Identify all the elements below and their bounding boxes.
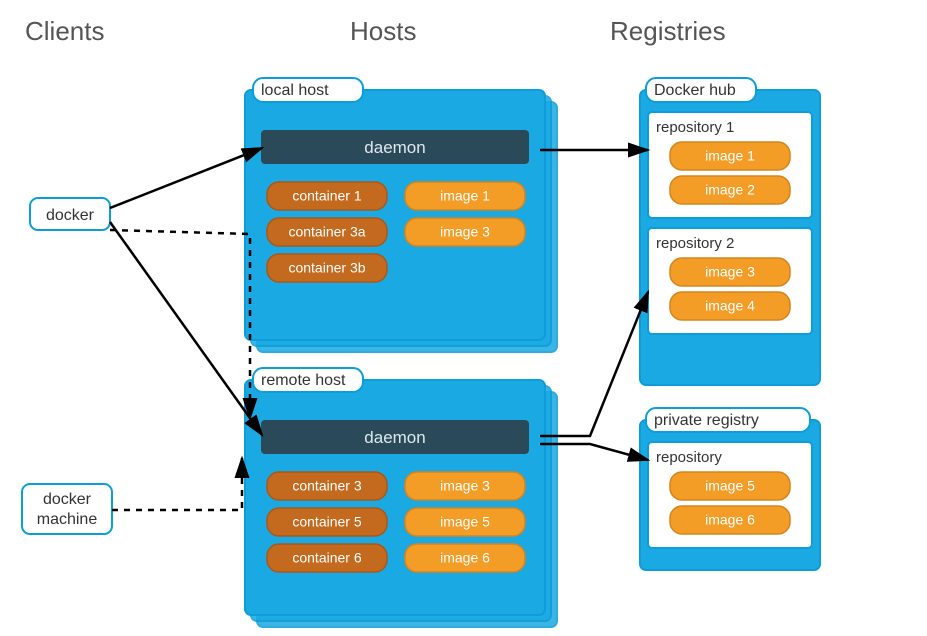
image-label: image 6 (440, 550, 490, 566)
host-tab-label: remote host (261, 372, 346, 389)
registry-image-label: image 6 (705, 512, 755, 528)
host-local-host: local host daemon container 1 container 3a c… (245, 78, 557, 352)
registry-image-label: image 2 (705, 182, 755, 198)
daemon-label: daemon (364, 138, 425, 157)
edge-docker-machine-to-remote-daemon (112, 458, 242, 510)
repository-label: repository 2 (656, 235, 734, 252)
client-label: docker (43, 491, 92, 508)
image-label: image 3 (440, 478, 490, 494)
registry-image-label: image 4 (705, 298, 755, 314)
repository-label: repository 1 (656, 119, 734, 136)
client-label: machine (37, 511, 98, 528)
registry-image-label: image 1 (705, 148, 755, 164)
column-title-hosts: Hosts (350, 16, 416, 46)
container-label: container 5 (292, 514, 361, 530)
diagram-canvas: Clients Hosts Registries local host daemon co… (0, 0, 927, 636)
registry-image-label: image 5 (705, 478, 755, 494)
daemon-label: daemon (364, 428, 425, 447)
registry-private-registry: private registry repository image 5 image 6 (640, 408, 820, 570)
registry-docker-hub: Docker hub repository 1 image 1 image 2 repo… (640, 78, 820, 385)
host-remote-host: remote host daemon container 3 container 5 c… (245, 368, 557, 627)
host-tab-label: local host (261, 82, 329, 99)
container-label: container 3 (292, 478, 361, 494)
client-docker-machine: docker machine (22, 484, 112, 534)
image-label: image 3 (440, 224, 490, 240)
client-label: docker (46, 207, 95, 224)
container-label: container 3b (288, 260, 365, 276)
container-label: container 6 (292, 550, 361, 566)
container-label: container 3a (288, 224, 365, 240)
column-title-clients: Clients (25, 16, 104, 46)
container-label: container 1 (292, 188, 361, 204)
column-title-registries: Registries (610, 16, 726, 46)
image-label: image 1 (440, 188, 490, 204)
image-label: image 5 (440, 514, 490, 530)
host-panel (245, 90, 545, 340)
client-docker: docker (30, 198, 110, 230)
registry-tab-label: private registry (654, 412, 759, 429)
registry-tab-label: Docker hub (654, 82, 736, 99)
edge-docker-to-local-daemon (110, 148, 262, 208)
edge-docker-to-remote-daemon (110, 222, 262, 435)
repository-label: repository (656, 449, 722, 466)
registry-image-label: image 3 (705, 264, 755, 280)
